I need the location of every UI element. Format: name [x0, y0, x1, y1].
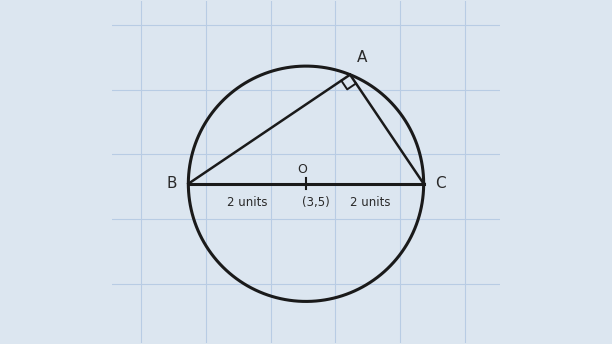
Text: B: B: [166, 176, 177, 191]
Text: A: A: [357, 50, 368, 65]
Text: 2 units: 2 units: [227, 195, 267, 208]
Text: 2 units: 2 units: [351, 195, 391, 208]
Text: C: C: [435, 176, 446, 191]
Text: O: O: [297, 162, 307, 175]
Text: (3,5): (3,5): [302, 195, 329, 208]
